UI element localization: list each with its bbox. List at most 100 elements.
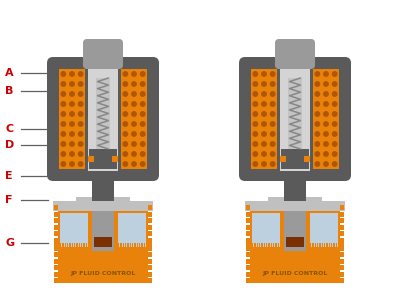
Circle shape bbox=[70, 122, 74, 126]
Bar bbox=[67, 243, 68, 247]
Circle shape bbox=[315, 132, 320, 136]
Bar bbox=[86, 243, 87, 247]
Bar bbox=[54, 246, 58, 251]
Circle shape bbox=[123, 82, 128, 86]
Circle shape bbox=[253, 92, 258, 96]
Bar bbox=[148, 246, 152, 251]
Circle shape bbox=[253, 72, 258, 76]
Bar bbox=[132, 243, 133, 247]
Circle shape bbox=[324, 102, 328, 106]
Bar bbox=[310, 243, 311, 247]
Circle shape bbox=[78, 162, 83, 166]
Bar bbox=[313, 69, 339, 169]
Bar bbox=[319, 243, 321, 247]
Bar bbox=[53, 201, 153, 211]
Circle shape bbox=[324, 112, 328, 116]
Bar bbox=[275, 243, 277, 247]
Circle shape bbox=[140, 82, 145, 86]
Circle shape bbox=[132, 122, 136, 126]
Circle shape bbox=[315, 92, 320, 96]
Bar bbox=[331, 243, 332, 247]
Bar bbox=[62, 243, 64, 247]
Circle shape bbox=[324, 142, 328, 146]
Text: A: A bbox=[5, 68, 14, 78]
Circle shape bbox=[270, 92, 275, 96]
Circle shape bbox=[253, 132, 258, 136]
Circle shape bbox=[270, 142, 275, 146]
Bar bbox=[304, 156, 310, 162]
FancyBboxPatch shape bbox=[47, 57, 159, 181]
Circle shape bbox=[262, 102, 266, 106]
Bar bbox=[246, 224, 250, 230]
Bar bbox=[76, 197, 92, 211]
Bar bbox=[81, 243, 82, 247]
Bar bbox=[254, 243, 256, 247]
Circle shape bbox=[332, 142, 337, 146]
Circle shape bbox=[123, 102, 128, 106]
Circle shape bbox=[332, 72, 337, 76]
Bar bbox=[322, 243, 323, 247]
Text: B: B bbox=[5, 86, 13, 96]
Bar bbox=[60, 213, 88, 247]
Bar bbox=[54, 252, 58, 257]
Bar bbox=[148, 205, 152, 210]
Circle shape bbox=[324, 132, 328, 136]
Circle shape bbox=[332, 132, 337, 136]
Circle shape bbox=[61, 122, 66, 126]
Circle shape bbox=[70, 82, 74, 86]
Bar bbox=[281, 149, 309, 169]
Bar bbox=[92, 211, 114, 251]
Bar bbox=[340, 212, 344, 217]
Circle shape bbox=[270, 112, 275, 116]
Bar bbox=[114, 197, 130, 211]
Circle shape bbox=[140, 102, 145, 106]
Bar bbox=[340, 278, 344, 283]
Bar bbox=[58, 211, 148, 283]
Circle shape bbox=[270, 132, 275, 136]
Circle shape bbox=[61, 132, 66, 136]
Bar bbox=[250, 211, 340, 283]
Circle shape bbox=[140, 112, 145, 116]
Bar bbox=[245, 201, 345, 211]
Bar bbox=[54, 237, 58, 242]
Circle shape bbox=[132, 162, 136, 166]
Bar bbox=[92, 173, 114, 201]
Bar bbox=[312, 243, 314, 247]
Circle shape bbox=[132, 152, 136, 156]
Circle shape bbox=[123, 132, 128, 136]
Bar bbox=[148, 237, 152, 242]
Circle shape bbox=[78, 132, 83, 136]
Bar bbox=[69, 243, 71, 247]
Bar bbox=[278, 243, 279, 247]
Circle shape bbox=[270, 72, 275, 76]
Bar bbox=[333, 243, 335, 247]
Bar bbox=[148, 272, 152, 276]
Bar bbox=[340, 252, 344, 257]
Bar bbox=[273, 243, 274, 247]
Circle shape bbox=[332, 112, 337, 116]
Bar bbox=[59, 69, 85, 169]
Circle shape bbox=[253, 102, 258, 106]
Circle shape bbox=[253, 122, 258, 126]
Bar bbox=[246, 212, 250, 217]
Circle shape bbox=[140, 92, 145, 96]
Circle shape bbox=[70, 162, 74, 166]
Circle shape bbox=[262, 122, 266, 126]
Circle shape bbox=[123, 72, 128, 76]
Text: G: G bbox=[5, 238, 14, 248]
Circle shape bbox=[262, 82, 266, 86]
Bar bbox=[130, 243, 131, 247]
Bar bbox=[310, 213, 338, 247]
Bar bbox=[284, 211, 306, 251]
Bar bbox=[252, 213, 280, 247]
Circle shape bbox=[140, 162, 145, 166]
Circle shape bbox=[123, 142, 128, 146]
Bar bbox=[246, 265, 250, 270]
Bar bbox=[246, 205, 250, 210]
Circle shape bbox=[270, 162, 275, 166]
Bar bbox=[315, 243, 316, 247]
Circle shape bbox=[78, 112, 83, 116]
Circle shape bbox=[78, 152, 83, 156]
Bar bbox=[148, 212, 152, 217]
Bar bbox=[141, 243, 143, 247]
